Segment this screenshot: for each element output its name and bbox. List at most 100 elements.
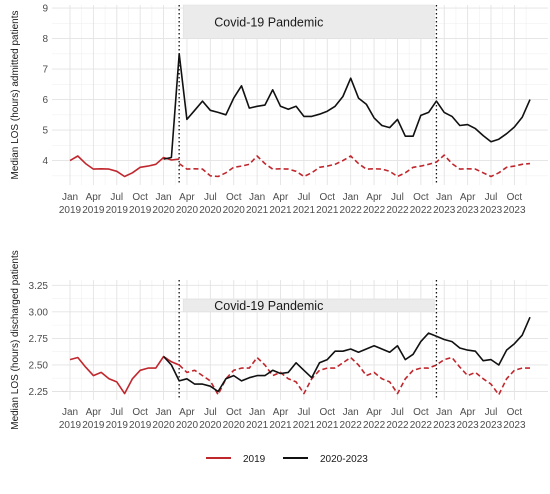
x-tick-year: 2020	[176, 205, 199, 216]
y-axis-label: Median LOS (hours) discharged patients	[10, 250, 21, 430]
x-tick-year: 2023	[433, 420, 456, 431]
x-tick-year: 2023	[457, 420, 480, 431]
y-tick-label: 6	[42, 95, 48, 106]
x-tick-month: Apr	[366, 192, 382, 203]
x-tick-year: 2022	[386, 420, 409, 431]
y-tick-label: 3.25	[29, 281, 49, 292]
x-tick-year: 2022	[363, 205, 386, 216]
x-tick-year: 2019	[106, 420, 129, 431]
x-tick-month: Oct	[320, 192, 336, 203]
x-tick-year: 2021	[316, 420, 339, 431]
x-tick-month: Oct	[132, 192, 148, 203]
x-tick-year: 2023	[503, 205, 526, 216]
series-2019-line	[69, 355, 180, 395]
pandemic-label: Covid-19 Pandemic	[214, 15, 323, 29]
x-tick-month: Apr	[273, 407, 289, 418]
series-2020-2023-line	[163, 52, 531, 160]
x-tick-year: 2019	[82, 205, 105, 216]
x-tick-year: 2022	[410, 205, 433, 216]
x-tick-year: 2020	[152, 205, 175, 216]
x-tick-month: Jul	[391, 407, 404, 418]
x-tick-month: Jul	[485, 192, 498, 203]
x-tick-month: Apr	[273, 192, 289, 203]
x-tick-month: Jan	[155, 407, 171, 418]
x-tick-year: 2019	[129, 205, 152, 216]
x-tick-year: 2023	[433, 205, 456, 216]
x-tick-month: Jul	[391, 192, 404, 203]
y-tick-label: 8	[42, 34, 48, 45]
pandemic-band	[182, 4, 435, 39]
x-tick-year: 2023	[480, 420, 503, 431]
x-tick-year: 2019	[106, 205, 129, 216]
x-tick-month: Jan	[436, 192, 452, 203]
pandemic-band	[182, 298, 435, 313]
x-tick-month: Jan	[436, 407, 452, 418]
x-tick-year: 2019	[129, 420, 152, 431]
x-tick-month: Jul	[297, 407, 310, 418]
y-tick-label: 3.00	[29, 307, 49, 318]
series-2019-reference-line	[178, 356, 530, 396]
admitted-patients-chart: Covid-19 Pandemic456789Jan2019Apr2019Jul…	[10, 4, 548, 216]
x-tick-month: Oct	[226, 192, 242, 203]
x-tick-month: Jan	[249, 407, 265, 418]
x-tick-year: 2020	[199, 205, 222, 216]
x-tick-month: Apr	[86, 192, 102, 203]
x-tick-month: Jul	[485, 407, 498, 418]
x-tick-month: Oct	[132, 407, 148, 418]
x-tick-year: 2023	[457, 205, 480, 216]
x-tick-year: 2020	[223, 205, 246, 216]
x-tick-year: 2019	[59, 420, 82, 431]
x-tick-month: Jul	[110, 407, 123, 418]
x-tick-year: 2022	[410, 420, 433, 431]
x-tick-month: Jan	[62, 407, 78, 418]
x-tick-month: Jul	[204, 407, 217, 418]
series-2019-line	[69, 155, 180, 178]
x-tick-month: Jan	[155, 192, 171, 203]
x-tick-month: Apr	[460, 192, 476, 203]
x-tick-year: 2022	[386, 205, 409, 216]
legend-label-2019: 2019	[243, 454, 266, 465]
y-tick-label: 7	[42, 65, 48, 76]
pandemic-label: Covid-19 Pandemic	[214, 299, 323, 313]
y-tick-label: 4	[42, 156, 48, 167]
x-tick-year: 2021	[293, 420, 316, 431]
x-tick-year: 2021	[269, 205, 292, 216]
x-tick-month: Oct	[320, 407, 336, 418]
x-tick-year: 2019	[82, 420, 105, 431]
x-tick-year: 2021	[246, 205, 269, 216]
x-tick-year: 2020	[176, 420, 199, 431]
x-tick-year: 2023	[503, 420, 526, 431]
x-tick-month: Jan	[249, 192, 265, 203]
x-tick-year: 2020	[152, 420, 175, 431]
y-tick-label: 2.75	[29, 334, 49, 345]
x-tick-month: Jul	[204, 192, 217, 203]
series-2020-2023-line	[163, 316, 531, 393]
legend: 2019 2020-2023	[206, 454, 368, 465]
x-tick-year: 2022	[340, 420, 363, 431]
x-tick-month: Jan	[62, 192, 78, 203]
x-tick-year: 2019	[59, 205, 82, 216]
x-tick-year: 2023	[480, 205, 503, 216]
x-tick-year: 2022	[363, 420, 386, 431]
x-tick-month: Oct	[507, 407, 523, 418]
x-tick-year: 2021	[269, 420, 292, 431]
x-tick-month: Apr	[86, 407, 102, 418]
x-tick-month: Apr	[179, 192, 195, 203]
x-tick-month: Apr	[366, 407, 382, 418]
x-tick-year: 2021	[246, 420, 269, 431]
x-tick-month: Oct	[413, 192, 429, 203]
x-tick-month: Oct	[226, 407, 242, 418]
x-tick-month: Jul	[110, 192, 123, 203]
x-tick-year: 2021	[293, 205, 316, 216]
x-tick-year: 2020	[199, 420, 222, 431]
x-tick-year: 2020	[223, 420, 246, 431]
y-tick-label: 2.50	[29, 360, 49, 371]
series-2019-reference-line	[178, 154, 531, 178]
y-tick-label: 5	[42, 126, 48, 137]
y-tick-label: 2.25	[29, 387, 49, 398]
x-tick-year: 2021	[316, 205, 339, 216]
y-axis-label: Median LOS (hours) admitted patients	[10, 11, 21, 180]
x-tick-month: Oct	[507, 192, 523, 203]
y-tick-label: 9	[42, 4, 48, 15]
x-tick-month: Jan	[343, 407, 359, 418]
